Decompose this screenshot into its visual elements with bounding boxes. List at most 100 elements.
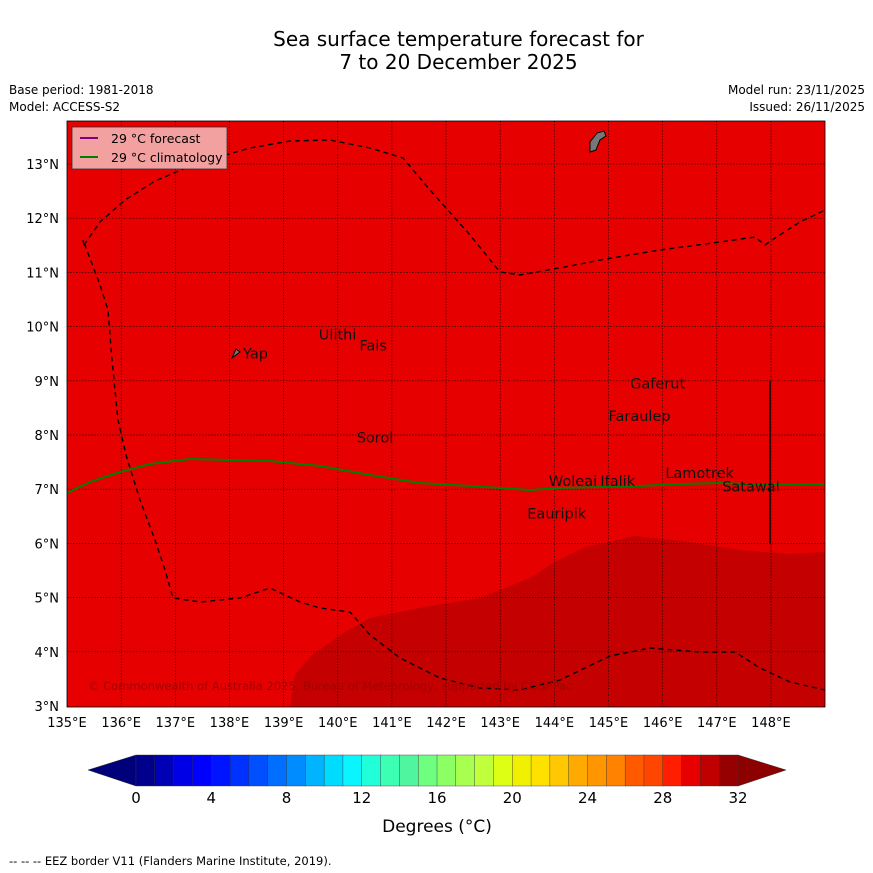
- colorbar-cell: [154, 754, 175, 787]
- place-label: Sorol: [357, 431, 394, 447]
- colorbar-cell: [681, 754, 701, 787]
- colorbar-cell: [718, 754, 739, 787]
- colorbar-cell: [342, 754, 363, 787]
- place-label: Lamotrek: [665, 466, 734, 482]
- colorbar-cell: [135, 754, 156, 787]
- colorbar-cell: [700, 754, 720, 787]
- place-label: Fais: [359, 339, 386, 355]
- colorbar-cell: [662, 754, 683, 787]
- y-tick-label: 3°N: [35, 700, 60, 715]
- colorbar-cell: [587, 754, 607, 787]
- place-label: Eauripik: [527, 507, 586, 523]
- colorbar-label: Degrees (°C): [382, 817, 492, 837]
- colorbar-cell: [192, 754, 212, 787]
- y-tick-label: 13°N: [26, 158, 59, 173]
- colorbar-cell: [436, 754, 457, 787]
- copyright-watermark: © Commonwealth of Australia 2025, Bureau…: [88, 679, 572, 693]
- colorbar-tick-label: 8: [282, 789, 292, 807]
- figure-title: Sea surface temperature forecast for 7 to…: [0, 28, 873, 74]
- colorbar-tick-label: 16: [427, 789, 446, 807]
- colorbar-cell: [173, 754, 193, 787]
- colorbar-cell: [248, 754, 269, 787]
- climatology-legend-label: 29 °C climatology: [111, 150, 223, 165]
- y-axis-ticks: 3°N 4°N 5°N 6°N 7°N 8°N 9°N 10°N 11°N 12°N 13°N: [26, 158, 59, 715]
- x-tick-label: 148°E: [751, 716, 791, 731]
- title-line-2: 7 to 20 December 2025: [339, 50, 578, 74]
- x-tick-label: 142°E: [426, 716, 466, 731]
- place-label: Ulithi: [319, 328, 357, 344]
- yap-island-icon: [230, 348, 241, 360]
- colorbar-cell: [455, 754, 476, 787]
- colorbar-cell: [305, 754, 325, 787]
- x-tick-label: 144°E: [535, 716, 575, 731]
- guam-island-icon: [589, 130, 607, 153]
- colorbar-cell: [211, 754, 231, 787]
- colorbar: 0 4 8 12 16 20 24 28 32: [87, 754, 787, 807]
- colorbar-cell: [399, 754, 419, 787]
- colorbar-cell: [380, 754, 400, 787]
- place-label: Faraulep: [609, 409, 671, 425]
- y-tick-label: 12°N: [26, 212, 59, 227]
- x-tick-label: 139°E: [264, 716, 304, 731]
- issued-date: Issued: 26/11/2025: [749, 100, 865, 114]
- y-tick-label: 9°N: [35, 375, 60, 390]
- x-tick-label: 146°E: [643, 716, 683, 731]
- map-frame: [66, 120, 826, 708]
- y-tick-label: 8°N: [35, 429, 60, 444]
- sst-band-30-31: [290, 536, 825, 707]
- x-axis-ticks: 135°E 136°E 137°E 138°E 139°E 140°E 141°E 142°E…: [47, 716, 790, 731]
- colorbar-cell: [267, 754, 287, 787]
- colorbar-tick-label: 4: [206, 789, 216, 807]
- x-tick-label: 137°E: [156, 716, 196, 731]
- colorbar-over-extend: [737, 754, 787, 787]
- colorbar-cell: [606, 754, 626, 787]
- place-label: Satawal: [722, 479, 779, 495]
- colorbar-cell: [417, 754, 438, 787]
- legend-box: [71, 126, 228, 170]
- place-label: Ifalik: [600, 474, 635, 490]
- colorbar-cell: [361, 754, 382, 787]
- y-tick-label: 7°N: [35, 483, 60, 498]
- colorbar-tick-label: 32: [728, 789, 747, 807]
- colorbar-tick-label: 0: [131, 789, 141, 807]
- x-tick-label: 135°E: [47, 716, 87, 731]
- colorbar-cell: [286, 754, 306, 787]
- colorbar-cell: [568, 754, 588, 787]
- colorbar-cell: [549, 754, 570, 787]
- colorbar-cell: [323, 754, 344, 787]
- place-label: Woleai: [549, 474, 597, 490]
- eez-footer-note: -- -- -- EEZ border V11 (Flanders Marine…: [9, 854, 331, 868]
- colorbar-tick-label: 12: [352, 789, 371, 807]
- colorbar-cell: [643, 754, 664, 787]
- x-tick-label: 136°E: [101, 716, 141, 731]
- climatology-29c-contour: [67, 457, 825, 494]
- colorbar-under-extend: [87, 754, 137, 787]
- y-tick-label: 11°N: [26, 266, 59, 281]
- place-label: Gaferut: [630, 377, 685, 393]
- x-tick-label: 141°E: [372, 716, 412, 731]
- base-period: Base period: 1981-2018: [9, 83, 154, 97]
- colorbar-tick-label: 20: [503, 789, 522, 807]
- colorbar-cell: [229, 754, 250, 787]
- colorbar-cell: [474, 754, 494, 787]
- colorbar-cell: [530, 754, 551, 787]
- forecast-legend-label: 29 °C forecast: [111, 131, 200, 146]
- x-tick-label: 138°E: [210, 716, 250, 731]
- colorbar-cell: [624, 754, 645, 787]
- y-tick-label: 5°N: [35, 592, 60, 607]
- x-tick-label: 145°E: [589, 716, 629, 731]
- legend: 29 °C forecast 29 °C climatology: [71, 126, 228, 170]
- colorbar-cell: [512, 754, 532, 787]
- x-tick-label: 147°E: [697, 716, 737, 731]
- colorbar-cell: [493, 754, 513, 787]
- model-name: Model: ACCESS-S2: [9, 100, 121, 114]
- y-tick-label: 6°N: [35, 537, 60, 552]
- colorbar-tick-label: 28: [653, 789, 672, 807]
- x-tick-label: 143°E: [480, 716, 520, 731]
- y-tick-label: 10°N: [26, 321, 59, 336]
- y-tick-label: 4°N: [35, 646, 60, 661]
- title-line-1: Sea surface temperature forecast for: [273, 27, 644, 51]
